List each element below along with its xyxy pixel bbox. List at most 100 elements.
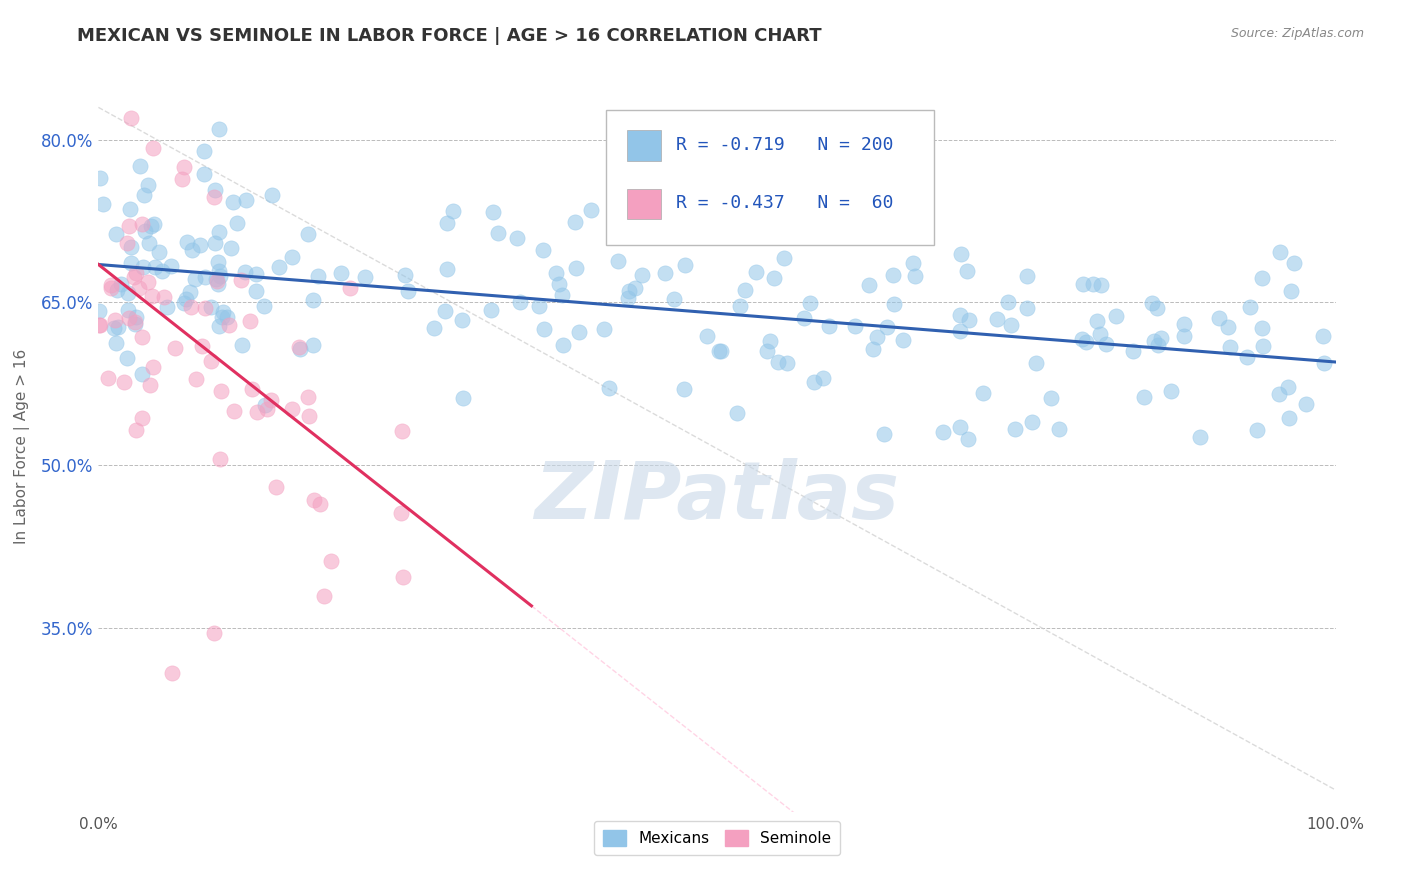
Point [664,292,686,306]
Point [451,391,474,405]
Point [153,290,176,304]
FancyBboxPatch shape [627,188,661,219]
Point [242,382,264,396]
Point [956,264,979,278]
Point [1088,327,1111,342]
Point [235,193,257,207]
Point [1085,313,1108,327]
Point [105,335,128,350]
Point [208,264,231,278]
Point [221,194,243,209]
Point [193,144,215,158]
Point [297,227,319,241]
Point [128,281,150,295]
Point [673,382,696,396]
Point [606,254,628,268]
Point [1004,421,1026,435]
Point [139,219,162,234]
Point [156,301,179,315]
Point [142,359,165,374]
Point [1074,334,1097,349]
Point [239,314,262,328]
Point [224,403,246,417]
Point [997,294,1019,309]
Point [104,313,127,327]
Point [745,265,768,279]
Point [132,188,155,202]
Point [208,318,231,333]
Point [720,210,742,224]
Point [87,318,110,332]
Point [204,184,226,198]
Point [280,401,302,416]
Point [100,277,122,292]
Point [482,204,505,219]
Point [873,426,896,441]
Point [301,293,323,307]
Point [143,260,166,274]
Point [226,216,249,230]
Point [581,203,603,218]
Point [1160,384,1182,399]
Text: MEXICAN VS SEMINOLE IN LABOR FORCE | AGE > 16 CORRELATION CHART: MEXICAN VS SEMINOLE IN LABOR FORCE | AGE… [77,27,823,45]
Point [479,302,502,317]
Point [553,338,575,352]
Point [1279,284,1302,298]
Point [89,318,111,332]
Point [254,398,277,412]
Point [218,318,240,332]
Point [803,376,825,390]
Point [533,322,555,336]
Point [1278,410,1301,425]
Point [673,258,696,272]
Point [762,271,785,285]
Point [297,390,319,404]
Point [188,238,211,252]
Point [547,277,569,291]
Point [1267,387,1289,401]
Point [551,288,574,302]
Point [131,367,153,381]
Point [1295,397,1317,411]
Point [211,310,233,324]
Y-axis label: In Labor Force | Age > 16: In Labor Force | Age > 16 [14,349,30,543]
Text: R = -0.437   N =  60: R = -0.437 N = 60 [676,194,894,212]
Point [773,251,796,265]
Point [233,265,256,279]
Point [117,302,139,317]
Point [734,284,756,298]
FancyBboxPatch shape [606,110,934,244]
Point [1071,332,1094,346]
Point [1284,255,1306,269]
Point [1132,390,1154,404]
Point [844,319,866,334]
Point [131,217,153,231]
Point [110,277,132,291]
Point [1219,341,1241,355]
Point [302,493,325,508]
Point [949,247,972,261]
Point [173,296,195,310]
Point [143,217,166,231]
Point [190,339,212,353]
Point [858,277,880,292]
Point [1246,424,1268,438]
Point [986,312,1008,326]
Point [903,256,925,270]
Point [441,203,464,218]
Point [134,224,156,238]
Point [1147,338,1170,352]
Point [396,284,419,298]
Point [932,425,955,440]
Point [124,317,146,331]
Point [392,570,415,584]
Point [136,178,159,193]
Point [876,319,898,334]
Point [354,269,377,284]
Point [1173,328,1195,343]
Point [619,284,641,298]
Point [1218,319,1240,334]
Point [89,170,111,185]
Point [891,333,914,347]
FancyBboxPatch shape [627,130,661,161]
